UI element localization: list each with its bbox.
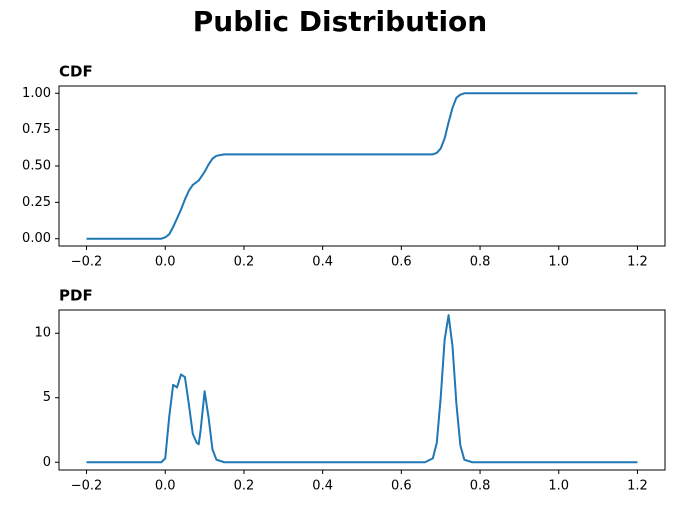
x-tick-label: 0.6: [391, 479, 412, 494]
x-tick-label: 0.8: [470, 479, 491, 494]
y-tick-label: 10: [34, 326, 51, 341]
x-tick-label: −0.2: [71, 479, 103, 494]
subplot-title: CDF: [59, 63, 93, 81]
x-tick-label: 0.2: [234, 255, 255, 270]
y-tick-label: 0: [43, 455, 51, 470]
x-tick-label: 0.4: [312, 255, 333, 270]
axes-frame: [58, 85, 666, 247]
axes-frame: [58, 309, 666, 471]
x-tick-label: 0.0: [155, 479, 176, 494]
x-tick-label: 1.2: [627, 255, 648, 270]
y-tick-label: 0.50: [22, 159, 51, 174]
x-tick-label: −0.2: [71, 255, 103, 270]
y-tick-label: 0.00: [22, 231, 51, 246]
y-tick-label: 1.00: [22, 86, 51, 101]
x-tick-label: 0.4: [312, 479, 333, 494]
subplot-title: PDF: [59, 287, 93, 305]
x-tick-label: 0.0: [155, 255, 176, 270]
y-tick-label: 5: [43, 390, 51, 405]
line: [86, 314, 638, 464]
y-tick-label: 0.25: [22, 195, 51, 210]
line: [86, 92, 638, 240]
x-tick-label: 0.2: [234, 479, 255, 494]
figure-title: Public Distribution: [193, 5, 487, 38]
x-tick-label: 0.6: [391, 255, 412, 270]
x-tick-label: 1.0: [548, 255, 569, 270]
x-tick-label: 0.8: [470, 255, 491, 270]
y-tick-label: 0.75: [22, 122, 51, 137]
x-tick-label: 1.0: [548, 479, 569, 494]
x-tick-label: 1.2: [627, 479, 648, 494]
